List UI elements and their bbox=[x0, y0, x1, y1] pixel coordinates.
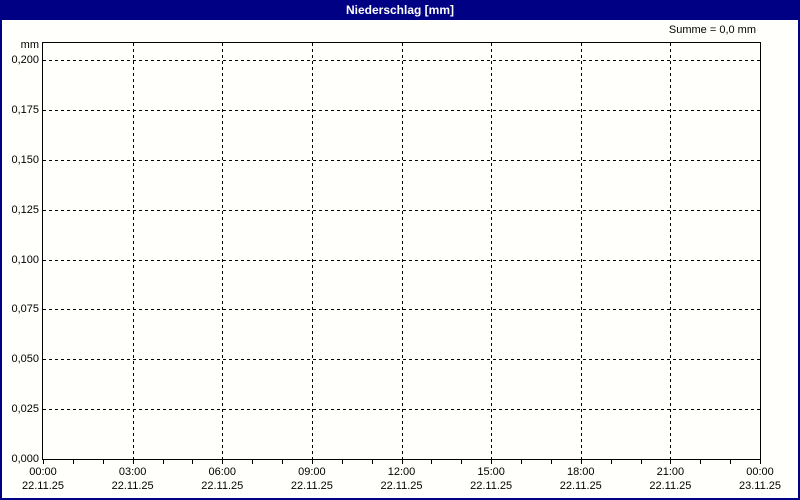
v-gridline bbox=[402, 43, 403, 459]
x-tick-label-date: 22.11.25 bbox=[201, 480, 244, 492]
x-axis-tick bbox=[103, 460, 104, 464]
x-axis-tick bbox=[222, 460, 223, 464]
h-gridline bbox=[43, 109, 760, 111]
x-axis-tick bbox=[342, 460, 343, 464]
x-tick-label-date: 22.11.25 bbox=[380, 480, 423, 492]
x-tick-label-time: 00:00 bbox=[29, 466, 57, 478]
y-tick-label: 0,100 bbox=[11, 253, 39, 266]
x-tick-label-date: 22.11.25 bbox=[290, 480, 333, 492]
y-tick-label: 0,000 bbox=[11, 453, 39, 465]
x-tick-label-date: 22.11.25 bbox=[21, 480, 64, 492]
chart-title: Niederschlag [mm] bbox=[345, 3, 455, 17]
x-tick-label-date: 22.11.25 bbox=[470, 480, 513, 492]
h-gridline bbox=[43, 159, 760, 161]
x-tick-label-date: 22.11.25 bbox=[559, 480, 602, 492]
x-tick-label-time: 12:00 bbox=[387, 466, 416, 478]
x-axis-tick bbox=[192, 460, 193, 464]
h-gridline bbox=[43, 209, 760, 211]
x-axis-tick bbox=[163, 460, 164, 464]
x-tick-label-time: 03:00 bbox=[118, 466, 147, 478]
x-axis-tick bbox=[461, 460, 462, 464]
y-tick-label: 0,075 bbox=[11, 303, 39, 316]
y-tick-label: 0,050 bbox=[11, 353, 39, 366]
title-bar: Niederschlag [mm] bbox=[0, 0, 800, 20]
x-axis-tick bbox=[521, 460, 522, 464]
x-tick-label-date: 22.11.25 bbox=[111, 480, 154, 492]
x-axis-tick bbox=[581, 460, 582, 464]
y-tick-label: 0,025 bbox=[11, 403, 39, 416]
v-gridline bbox=[312, 43, 313, 459]
sum-label: Summe = 0,0 mm bbox=[668, 24, 756, 36]
y-axis-unit-label: mm bbox=[20, 39, 39, 51]
v-gridline bbox=[133, 43, 134, 459]
x-axis-tick bbox=[670, 460, 671, 464]
x-tick-label-date: 22.11.25 bbox=[649, 480, 692, 492]
x-axis-tick bbox=[402, 460, 403, 464]
plot-area bbox=[42, 42, 761, 464]
h-gridline bbox=[43, 359, 760, 361]
x-axis-tick bbox=[43, 460, 44, 464]
x-axis-tick bbox=[760, 460, 761, 464]
x-tick-label-time: 15:00 bbox=[477, 466, 505, 478]
x-axis-tick bbox=[611, 460, 612, 464]
v-gridline bbox=[491, 43, 492, 459]
x-tick-label-date: 23.11.25 bbox=[738, 480, 781, 492]
x-axis-tick bbox=[491, 460, 492, 464]
x-axis-tick bbox=[431, 460, 432, 464]
h-gridline bbox=[43, 259, 760, 261]
h-gridline bbox=[43, 409, 760, 411]
x-axis-tick bbox=[700, 460, 701, 464]
x-axis-tick bbox=[252, 460, 253, 464]
x-axis-tick bbox=[551, 460, 552, 464]
x-axis-tick bbox=[282, 460, 283, 464]
x-tick-label-time: 21:00 bbox=[656, 466, 685, 478]
y-tick-label: 0,150 bbox=[11, 153, 39, 166]
y-tick-label: 0,175 bbox=[11, 103, 39, 116]
x-tick-label-time: 18:00 bbox=[566, 466, 595, 478]
x-axis-tick bbox=[641, 460, 642, 464]
h-gridline bbox=[43, 309, 760, 311]
x-axis-tick bbox=[372, 460, 373, 464]
y-tick-label: 0,125 bbox=[11, 203, 39, 216]
x-tick-label-time: 09:00 bbox=[298, 466, 326, 478]
x-tick-label-time: 06:00 bbox=[208, 466, 237, 478]
v-gridline bbox=[670, 43, 671, 459]
x-axis-tick bbox=[312, 460, 313, 464]
h-gridline bbox=[43, 60, 760, 61]
x-tick-label-time: 00:00 bbox=[746, 466, 774, 478]
x-axis-tick bbox=[133, 460, 134, 464]
x-axis-tick bbox=[730, 460, 731, 464]
x-axis-tick bbox=[73, 460, 74, 464]
v-gridline bbox=[222, 43, 223, 459]
v-gridline bbox=[581, 43, 582, 459]
y-tick-label: 0,200 bbox=[11, 54, 39, 66]
